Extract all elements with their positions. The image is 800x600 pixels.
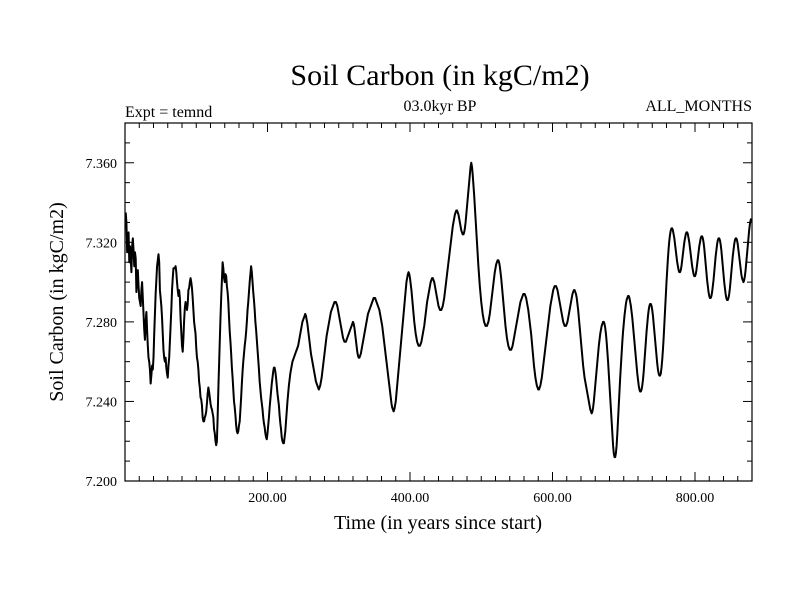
chart-title: Soil Carbon (in kgC/m2) bbox=[290, 59, 589, 92]
y-tick-label: 7.200 bbox=[86, 475, 118, 490]
months-label: ALL_MONTHS bbox=[645, 98, 752, 115]
x-tick-label: 800.00 bbox=[676, 491, 715, 506]
y-tick-label: 7.280 bbox=[86, 316, 118, 331]
ticks-layer bbox=[124, 122, 753, 482]
experiment-label: Expt = temnd bbox=[125, 104, 212, 121]
plot-area bbox=[124, 122, 753, 482]
period-label: 03.0kyr BP bbox=[404, 98, 477, 115]
y-tick-label: 7.320 bbox=[86, 236, 118, 251]
y-tick-label: 7.240 bbox=[86, 395, 118, 410]
x-tick-label: 400.00 bbox=[391, 491, 430, 506]
y-axis-label: Soil Carbon (in kgC/m2) bbox=[46, 202, 68, 401]
x-tick-label: 600.00 bbox=[533, 491, 572, 506]
series-layer bbox=[124, 161, 753, 459]
y-tick-label: 7.360 bbox=[86, 157, 118, 172]
x-axis-label: Time (in years since start) bbox=[334, 512, 542, 534]
soil-carbon-series-line bbox=[124, 161, 753, 459]
x-tick-label: 200.00 bbox=[248, 491, 287, 506]
